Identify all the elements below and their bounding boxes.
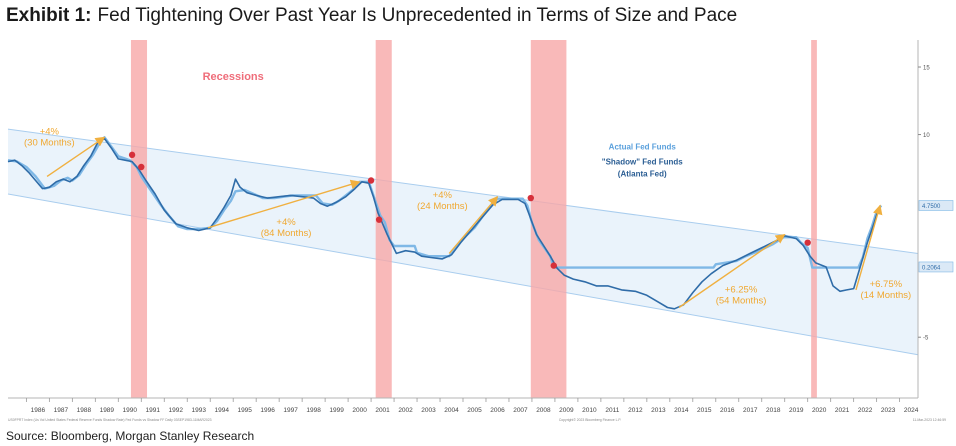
- x-tick-label-1992: 1992: [169, 407, 184, 414]
- x-tick-label-2009: 2009: [559, 407, 574, 414]
- x-tick-label-2012: 2012: [628, 407, 643, 414]
- annotation-text-group-4: +6.25%(54 Months): [716, 285, 767, 307]
- trend-channel-upper-line: [7, 128, 919, 254]
- source-note: Source: Bloomberg, Morgan Stanley Resear…: [6, 429, 255, 443]
- x-tick-label-1986: 1986: [31, 407, 46, 414]
- x-tick-label-2016: 2016: [720, 407, 735, 414]
- last-value-label-2: 0.2064: [922, 265, 941, 271]
- x-tick-label-2013: 2013: [651, 407, 666, 414]
- recession-marker-6: [550, 262, 557, 269]
- y-tick-label-3: -5: [923, 336, 929, 342]
- chart-title: Exhibit 1: Fed Tightening Over Past Year …: [6, 5, 737, 31]
- x-tick-label-1996: 1996: [260, 407, 275, 414]
- annotation-arrow-1: [46, 136, 106, 178]
- recession-marker-7: [804, 239, 811, 246]
- annotation-3-line-2: (24 Months): [417, 201, 468, 212]
- annotation-5-line-2: (14 Months): [860, 290, 911, 301]
- recession-marker-1: [128, 151, 136, 159]
- recession-band-4: [811, 40, 817, 398]
- series-label-2: "Shadow" Fed Funds: [602, 157, 683, 166]
- x-tick-label-2007: 2007: [513, 407, 528, 414]
- small-print-right: 11-Mar-2023 12:46:59: [913, 418, 946, 422]
- annotation-2-line-1: +4%: [276, 217, 296, 228]
- x-tick-label-2011: 2011: [605, 407, 619, 414]
- series-line-shadow-fed-funds: [7, 137, 880, 310]
- x-tick-label-1987: 1987: [54, 407, 69, 414]
- annotation-text-group-1: +4%(30 Months): [24, 127, 75, 149]
- recession-band-1: [130, 40, 148, 398]
- x-tick-label-2005: 2005: [467, 407, 482, 414]
- x-tick-label-2024: 2024: [904, 407, 919, 414]
- x-tick-label-1999: 1999: [329, 407, 344, 414]
- x-tick-label-2015: 2015: [697, 407, 712, 414]
- small-print-left: US0FPRT Index (Us Vol United States Fede…: [8, 418, 212, 422]
- last-value-box-2: [918, 261, 954, 273]
- x-tick-label-1988: 1988: [77, 407, 92, 414]
- x-tick-label-2023: 2023: [881, 407, 896, 414]
- last-value-label-1: 4.7500: [922, 204, 941, 210]
- recession-marker-5: [527, 194, 534, 202]
- annotation-text-group-2: +4%(84 Months): [261, 217, 312, 239]
- x-tick-label-1997: 1997: [283, 407, 298, 414]
- x-tick-label-2003: 2003: [421, 407, 436, 414]
- fed-funds-chart: Recessions 15 10 -5 4.7500 0.2064 1986 1987 1988…: [7, 40, 954, 422]
- annotation-1-line-1: +4%: [40, 127, 60, 138]
- x-tick-label-2010: 2010: [582, 407, 597, 414]
- x-tick-label-2022: 2022: [858, 407, 873, 414]
- x-tick-label-2001: 2001: [375, 407, 390, 414]
- annotation-arrow-2: [207, 179, 361, 229]
- x-tick-label-2004: 2004: [444, 407, 459, 414]
- recession-label: Recessions: [203, 71, 264, 83]
- annotation-arrow-4: [678, 233, 786, 309]
- annotation-1-line-2: (30 Months): [24, 138, 75, 149]
- x-tick-label-1993: 1993: [191, 407, 206, 414]
- small-print-center: Copyright© 2023 Bloomberg Finance L.P.: [559, 418, 622, 422]
- x-tick-label-2017: 2017: [743, 407, 758, 414]
- annotation-5-line-1: +6.75%: [870, 279, 903, 290]
- annotation-text-group-5: +6.75%(14 Months): [860, 279, 911, 301]
- annotation-text-group-3: +4%(24 Months): [417, 190, 468, 212]
- x-tick-label-2014: 2014: [674, 407, 689, 414]
- x-tick-label-2021: 2021: [835, 407, 850, 414]
- x-tick-label-2020: 2020: [812, 407, 827, 414]
- x-tick-label-2008: 2008: [536, 407, 551, 414]
- recession-marker-2: [138, 163, 145, 171]
- x-tick-label-2018: 2018: [766, 407, 781, 414]
- exhibit-label: Exhibit 1:: [6, 5, 92, 26]
- annotation-4-line-1: +6.25%: [725, 285, 758, 296]
- annotation-2-line-2: (84 Months): [261, 228, 312, 239]
- recession-marker-3: [367, 177, 375, 184]
- x-tick-label-2019: 2019: [789, 407, 804, 414]
- x-tick-label-2006: 2006: [490, 407, 505, 414]
- x-tick-label-2000: 2000: [352, 407, 367, 414]
- x-tick-label-2002: 2002: [398, 407, 413, 414]
- y-tick-label-2: 10: [923, 133, 930, 139]
- trend-channel-band: [8, 129, 918, 355]
- last-value-box-1: [918, 200, 954, 211]
- series-label-1: Actual Fed Funds: [609, 142, 677, 151]
- title-text: Fed Tightening Over Past Year Is Unprece…: [97, 5, 738, 26]
- x-tick-label-1989: 1989: [100, 407, 115, 414]
- x-tick-label-1991: 1991: [146, 407, 161, 414]
- recession-marker-4: [375, 216, 383, 223]
- y-tick-label-1: 15: [923, 66, 930, 72]
- recession-band-3: [530, 40, 567, 398]
- x-tick-label-1990: 1990: [123, 407, 138, 414]
- annotation-arrow-5: [855, 204, 883, 291]
- series-label-3: (Atlanta Fed): [618, 169, 667, 178]
- annotation-arrow-3: [448, 195, 499, 254]
- trend-channel-lower-line: [7, 193, 919, 356]
- x-tick-label-1995: 1995: [237, 407, 252, 414]
- annotation-4-line-2: (54 Months): [716, 296, 767, 307]
- x-tick-label-1998: 1998: [306, 407, 321, 414]
- x-tick-label-1994: 1994: [214, 407, 229, 414]
- annotation-3-line-1: +4%: [433, 190, 453, 201]
